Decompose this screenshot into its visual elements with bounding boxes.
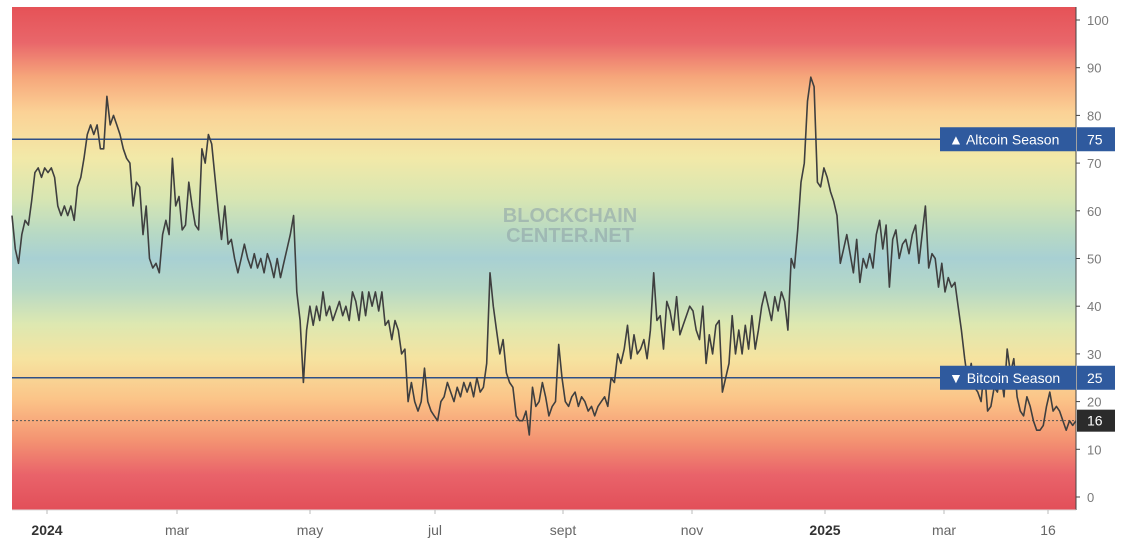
y-tick-label: 40 [1087,299,1101,314]
y-tick-label: 0 [1087,490,1094,505]
x-tick-label: mar [932,522,956,538]
threshold-badge [940,365,1076,390]
watermark-line-2: CENTER.NET [506,225,634,247]
y-tick-label: 90 [1087,61,1101,76]
watermark: BLOCKCHAIN CENTER.NET [503,205,637,247]
current-value-badge [1077,409,1115,432]
y-tick-label: 30 [1087,347,1101,362]
threshold-value-badge [1077,127,1115,152]
y-tick-label: 70 [1087,156,1101,171]
x-tick-label: 16 [1040,522,1056,538]
threshold-labels: ▲ Altcoin Season 75 ▼ Bitcoin Season 25 16 [940,127,1115,432]
plot-background [12,7,1076,510]
current-value-label: 16 [1087,413,1103,429]
x-tick-label: jul [427,522,442,538]
x-axis-area [0,510,1134,542]
y-tick-label: 20 [1087,395,1101,410]
y-axis: 0 10 20 30 40 50 60 70 80 90 100 [1076,13,1109,505]
y-tick-label: 80 [1087,108,1101,123]
x-tick-label: mar [165,522,189,538]
x-tick-label: nov [681,522,704,538]
x-tick-label: sept [550,522,577,538]
y-tick-label: 10 [1087,442,1101,457]
x-tick-label: may [297,522,323,538]
watermark-line-1: BLOCKCHAIN [503,205,637,227]
threshold-label: ▲ Altcoin Season [949,131,1059,147]
threshold-value-badge [1077,365,1115,390]
x-tick-label: 2025 [809,522,840,538]
index-series-line [11,76,1077,436]
threshold-value-label: 25 [1087,370,1103,386]
x-tick-label: 2024 [31,522,62,538]
threshold-badge [940,127,1076,152]
y-tick-label: 50 [1087,252,1101,267]
threshold-label: ▼ Bitcoin Season [949,370,1060,386]
threshold-value-label: 75 [1087,131,1103,147]
y-tick-label: 100 [1087,13,1109,28]
reference-lines [12,138,1076,422]
x-axis: 2024 mar may jul sept nov 2025 mar 16 [31,510,1056,538]
y-tick-label: 60 [1087,204,1101,219]
